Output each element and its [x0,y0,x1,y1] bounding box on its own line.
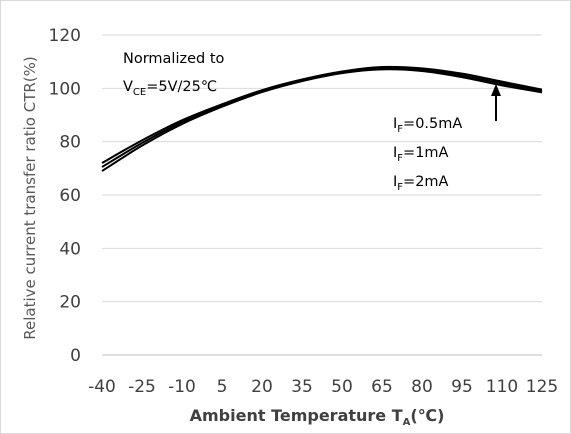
x-axis-label-unit: (℃) [410,406,444,425]
x-tick--25: -25 [128,377,156,397]
series-group [101,65,543,172]
x-tick--40: -40 [88,377,116,397]
y-tick-40: 40 [59,239,81,259]
x-tick-65: 65 [371,377,393,397]
x-axis-label-main: Ambient Temperature T [190,406,403,425]
normalized-v: V [123,79,133,95]
y-tick-120: 120 [49,26,81,46]
x-tick-80: 80 [411,377,433,397]
series-line-3 [101,68,543,172]
grid-lines [102,34,542,356]
y-tick-20: 20 [59,293,81,313]
y-tick-labels: 0 20 40 60 80 100 120 [49,26,81,366]
legend-entry-3: IF=2mA [393,174,449,193]
series-legend: IF=0.5mA IF=1mA IF=2mA [393,116,462,193]
x-tick-35: 35 [291,377,313,397]
x-tick-20: 20 [251,377,273,397]
y-tick-0: 0 [70,346,81,366]
x-axis-label: Ambient Temperature TA(℃) [190,406,445,428]
increasing-current-arrow [491,84,501,121]
normalized-ce-subscript: CE [133,87,146,98]
legend-entry-1: IF=0.5mA [393,116,462,135]
y-tick-80: 80 [59,133,81,153]
x-tick-50: 50 [331,377,353,397]
x-tick-110: 110 [486,377,518,397]
legend-entry-2: IF=1mA [393,145,449,164]
x-tick--10: -10 [168,377,196,397]
y-axis-label: Relative current transfer ratio CTR(%) [21,56,39,340]
y-tick-60: 60 [59,186,81,206]
x-tick-5: 5 [217,377,228,397]
normalized-note-line2: VCE=5V/25℃ [123,79,217,98]
x-tick-125: 125 [526,377,558,397]
normalized-rest: =5V/25℃ [146,79,217,95]
y-tick-100: 100 [49,79,81,99]
normalized-note-line1: Normalized to [123,51,225,67]
x-tick-95: 95 [451,377,473,397]
x-tick-labels: -40 -25 -10 5 20 35 50 65 80 95 110 125 [88,377,558,397]
x-axis-label-subscript: A [403,417,411,428]
arrow-head [491,84,501,96]
